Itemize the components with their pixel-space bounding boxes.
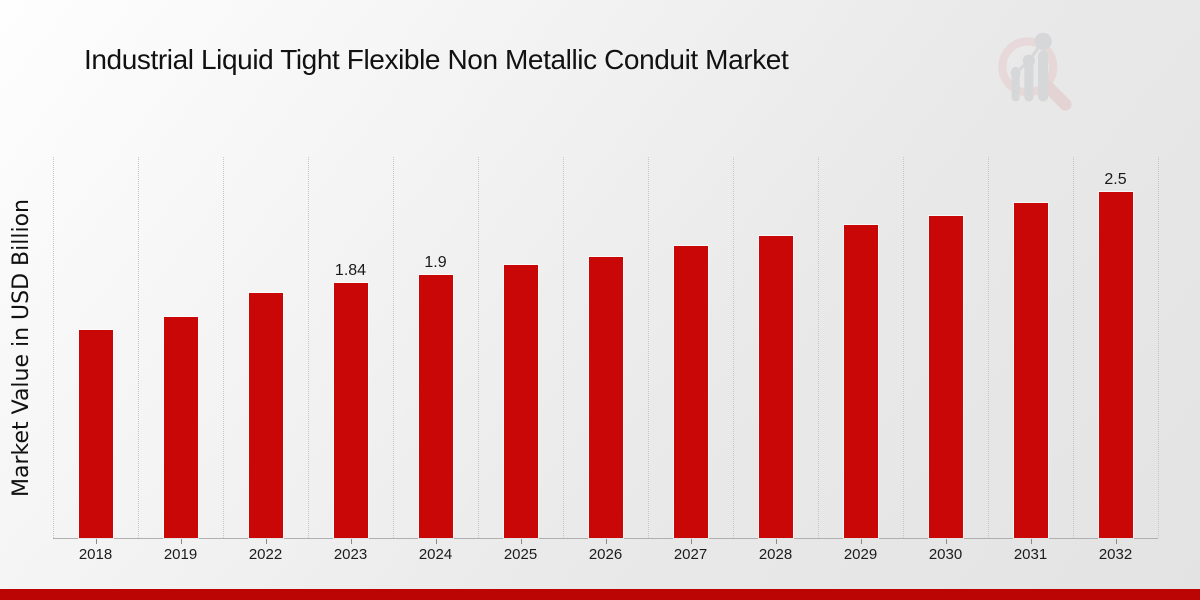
x-tick-label-2030: 2030 [928,546,963,563]
bar-2030 [927,215,964,539]
x-tick-label-2025: 2025 [503,546,538,563]
x-tick-label-2019: 2019 [163,546,198,563]
axis-tick [690,539,692,544]
gridline [1073,157,1074,538]
bar-value-label-2024: 1.9 [424,254,447,271]
x-tick-label-2022: 2022 [248,546,283,563]
market-research-logo-icon [998,32,1072,111]
plot-area: 1.84 1.9 2.5 [53,157,1159,544]
gridline [903,157,904,538]
gridline [478,157,479,538]
gridline [308,157,309,538]
bar-2019 [162,316,199,539]
bar-2031 [1012,202,1049,539]
bar-2025 [502,264,539,539]
bar-2024 [417,274,454,539]
gridline [223,157,224,538]
x-tick-label-2026: 2026 [588,546,623,563]
x-tick-label-2028: 2028 [758,546,793,563]
bar-2026 [587,256,624,539]
bar-value-label-2023: 1.84 [334,262,367,279]
gridline [563,157,564,538]
bar-2032 [1097,191,1134,539]
axis-tick [945,539,947,544]
x-tick-label-2027: 2027 [673,546,708,563]
axis-tick [95,539,97,544]
axis-tick [775,539,777,544]
x-tick-label-2018: 2018 [78,546,113,563]
gridline [818,157,819,538]
axis-tick [435,539,437,544]
gridline [733,157,734,538]
footer-accent-bar [0,589,1200,600]
chart-title: Industrial Liquid Tight Flexible Non Met… [84,44,789,75]
axis-tick [265,539,267,544]
bar-2022 [247,292,284,539]
bar-2023 [332,282,369,539]
axis-tick [350,539,352,544]
bar-2027 [672,245,709,539]
bar-value-label-2032: 2.5 [1104,171,1127,188]
y-axis-label: Market Value in USD Billion [9,198,34,498]
axis-tick [180,539,182,544]
x-tick-label-2029: 2029 [843,546,878,563]
gridline [648,157,649,538]
gridline [53,157,54,538]
gridline [138,157,139,538]
gridline [393,157,394,538]
axis-tick [1030,539,1032,544]
gridline [988,157,989,538]
axis-tick [605,539,607,544]
x-tick-label-2032: 2032 [1098,546,1133,563]
bar-2028 [757,235,794,539]
axis-tick [520,539,522,544]
axis-tick [860,539,862,544]
bar-2018 [77,329,114,539]
x-tick-label-2031: 2031 [1013,546,1048,563]
x-tick-label-2024: 2024 [418,546,453,563]
gridline [1158,157,1159,538]
x-tick-label-2023: 2023 [333,546,368,563]
axis-tick [1115,539,1117,544]
bar-2029 [842,224,879,539]
